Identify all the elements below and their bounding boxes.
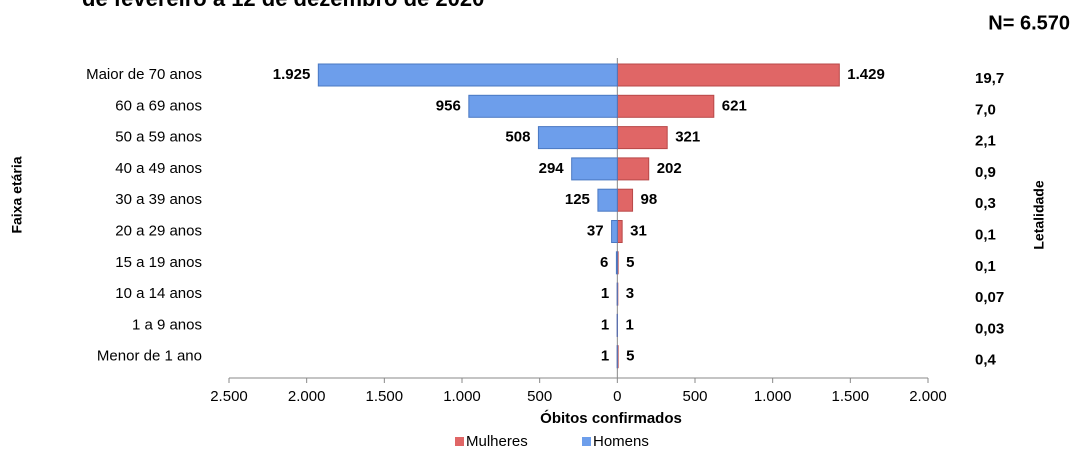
y-tick-label: 20 a 29 anos [115, 222, 202, 239]
data-label: 1 [601, 316, 609, 333]
y-axis-label: Faixa etária [9, 156, 25, 233]
lethality-label: 0,3 [975, 195, 996, 212]
data-label: 1.429 [847, 66, 885, 83]
bar [317, 63, 618, 87]
lethality-label: 0,07 [975, 289, 1004, 306]
y-tick-label: Menor de 1 ano [97, 348, 202, 365]
legend-label: Mulheres [466, 433, 528, 450]
data-label: 956 [436, 97, 461, 114]
y-tick-label: 15 a 19 anos [115, 254, 202, 271]
annotation: N= 6.570 [988, 12, 1070, 34]
x-tick-label: 2.000 [288, 388, 326, 405]
data-label: 37 [587, 222, 604, 239]
bar [468, 94, 618, 118]
x-tick-label: 1.500 [366, 388, 404, 405]
legend-swatch [582, 437, 591, 446]
data-label: 1 [625, 316, 633, 333]
data-label: 5 [626, 254, 634, 271]
y-tick-label: Maior de 70 anos [86, 66, 202, 83]
y-tick-label: 40 a 49 anos [115, 160, 202, 177]
bar [616, 157, 650, 181]
chart-title: de fevereiro a 12 de dezembro de 2020 [82, 0, 484, 11]
data-label: 1 [601, 348, 609, 365]
y2-axis-label: Letalidade [1031, 180, 1047, 249]
bar [616, 63, 840, 87]
x-axis-label: Óbitos confirmados [540, 409, 682, 427]
data-label: 3 [626, 285, 634, 302]
bar [597, 188, 618, 212]
bar [616, 188, 634, 212]
y-tick-label: 60 a 69 anos [115, 97, 202, 114]
data-label: 98 [641, 191, 658, 208]
legend-label: Homens [593, 433, 649, 450]
lethality-label: 0,1 [975, 226, 996, 243]
data-label: 1.925 [273, 66, 311, 83]
data-label: 621 [722, 97, 747, 114]
lethality-label: 2,1 [975, 133, 996, 150]
y-tick-label: 50 a 59 anos [115, 129, 202, 146]
lethality-label: 0,4 [975, 352, 997, 369]
bar [537, 126, 618, 150]
y-tick-label: 30 a 39 anos [115, 191, 202, 208]
data-label: 6 [600, 254, 608, 271]
data-label: 508 [505, 129, 530, 146]
data-label: 31 [630, 222, 647, 239]
x-tick-label: 500 [527, 388, 552, 405]
y-tick-label: 1 a 9 anos [132, 316, 202, 333]
x-tick-label: 0 [613, 388, 621, 405]
x-tick-label: 1.500 [832, 388, 870, 405]
data-label: 294 [539, 160, 565, 177]
lethality-label: 19,7 [975, 70, 1004, 87]
data-label: 1 [601, 285, 609, 302]
lethality-label: 0,03 [975, 320, 1004, 337]
bar [616, 126, 668, 150]
x-tick-label: 2.000 [909, 388, 947, 405]
x-tick-label: 2.500 [210, 388, 248, 405]
data-label: 321 [675, 129, 700, 146]
bar [615, 251, 618, 275]
legend-swatch [455, 437, 464, 446]
x-tick-label: 1.000 [754, 388, 792, 405]
x-tick-label: 500 [682, 388, 707, 405]
y-tick-label: 10 a 14 anos [115, 285, 202, 302]
lethality-label: 7,0 [975, 101, 996, 118]
data-label: 125 [565, 191, 590, 208]
x-tick-label: 1.000 [443, 388, 481, 405]
lethality-label: 0,9 [975, 164, 996, 181]
bar [616, 94, 715, 118]
bar [611, 220, 618, 243]
bar [571, 157, 618, 181]
lethality-label: 0,1 [975, 258, 996, 275]
data-label: 202 [657, 160, 682, 177]
data-label: 5 [626, 348, 634, 365]
bar [616, 220, 623, 243]
